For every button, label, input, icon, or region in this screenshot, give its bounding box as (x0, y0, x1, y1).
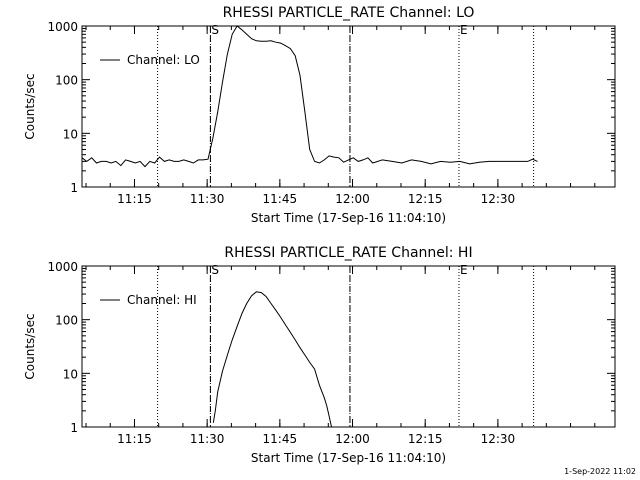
y-tick-label: 10 (63, 367, 78, 381)
x-tick-label: 11:15 (117, 432, 152, 446)
chart-title: RHESSI PARTICLE_RATE Channel: HI (224, 245, 472, 261)
x-tick-label: 11:45 (263, 192, 298, 206)
y-tick-label: 100 (55, 314, 78, 328)
y-tick-label: 1000 (47, 20, 78, 34)
x-tick-label: 12:15 (408, 432, 443, 446)
y-tick-label: 1 (70, 181, 78, 195)
timestamp-stamp: 1-Sep-2022 11:02 (564, 467, 636, 476)
y-tick-label: 100 (55, 74, 78, 88)
interval-marker-label: E (460, 23, 468, 37)
plot-frame (81, 25, 616, 188)
interval-marker-label: S (211, 23, 219, 37)
x-tick-label: 11:30 (190, 192, 225, 206)
y-tick-label: 1000 (47, 260, 78, 274)
x-tick-label: 12:00 (335, 192, 370, 206)
series-line-lo (81, 25, 538, 168)
chart-panel-hi: RHESSI PARTICLE_RATE Channel: HI Start Ti… (23, 245, 616, 465)
y-tick-label: 10 (63, 127, 78, 141)
y-tick-label: 1 (70, 421, 78, 435)
legend-label: Channel: LO (127, 53, 200, 67)
x-axis-label: Start Time (17-Sep-16 11:04:10) (251, 451, 446, 465)
series-line-hi (212, 291, 332, 428)
interval-marker-label: E (460, 263, 468, 277)
x-tick-label: 11:15 (117, 192, 152, 206)
legend-label: Channel: HI (127, 293, 197, 307)
x-axis-label: Start Time (17-Sep-16 11:04:10) (251, 211, 446, 225)
x-tick-label: 11:45 (263, 432, 298, 446)
chart-panel-lo: RHESSI PARTICLE_RATE Channel: LO Start Ti… (23, 5, 616, 225)
plot-frame (81, 265, 616, 428)
chart-title: RHESSI PARTICLE_RATE Channel: LO (223, 5, 475, 21)
x-tick-label: 11:30 (190, 432, 225, 446)
y-axis-label: Counts/sec (23, 73, 37, 139)
x-tick-label: 12:30 (481, 432, 516, 446)
x-tick-label: 12:00 (335, 432, 370, 446)
y-axis-label: Counts/sec (23, 313, 37, 379)
interval-marker-label: S (211, 263, 219, 277)
x-tick-label: 12:30 (481, 192, 516, 206)
x-tick-label: 12:15 (408, 192, 443, 206)
